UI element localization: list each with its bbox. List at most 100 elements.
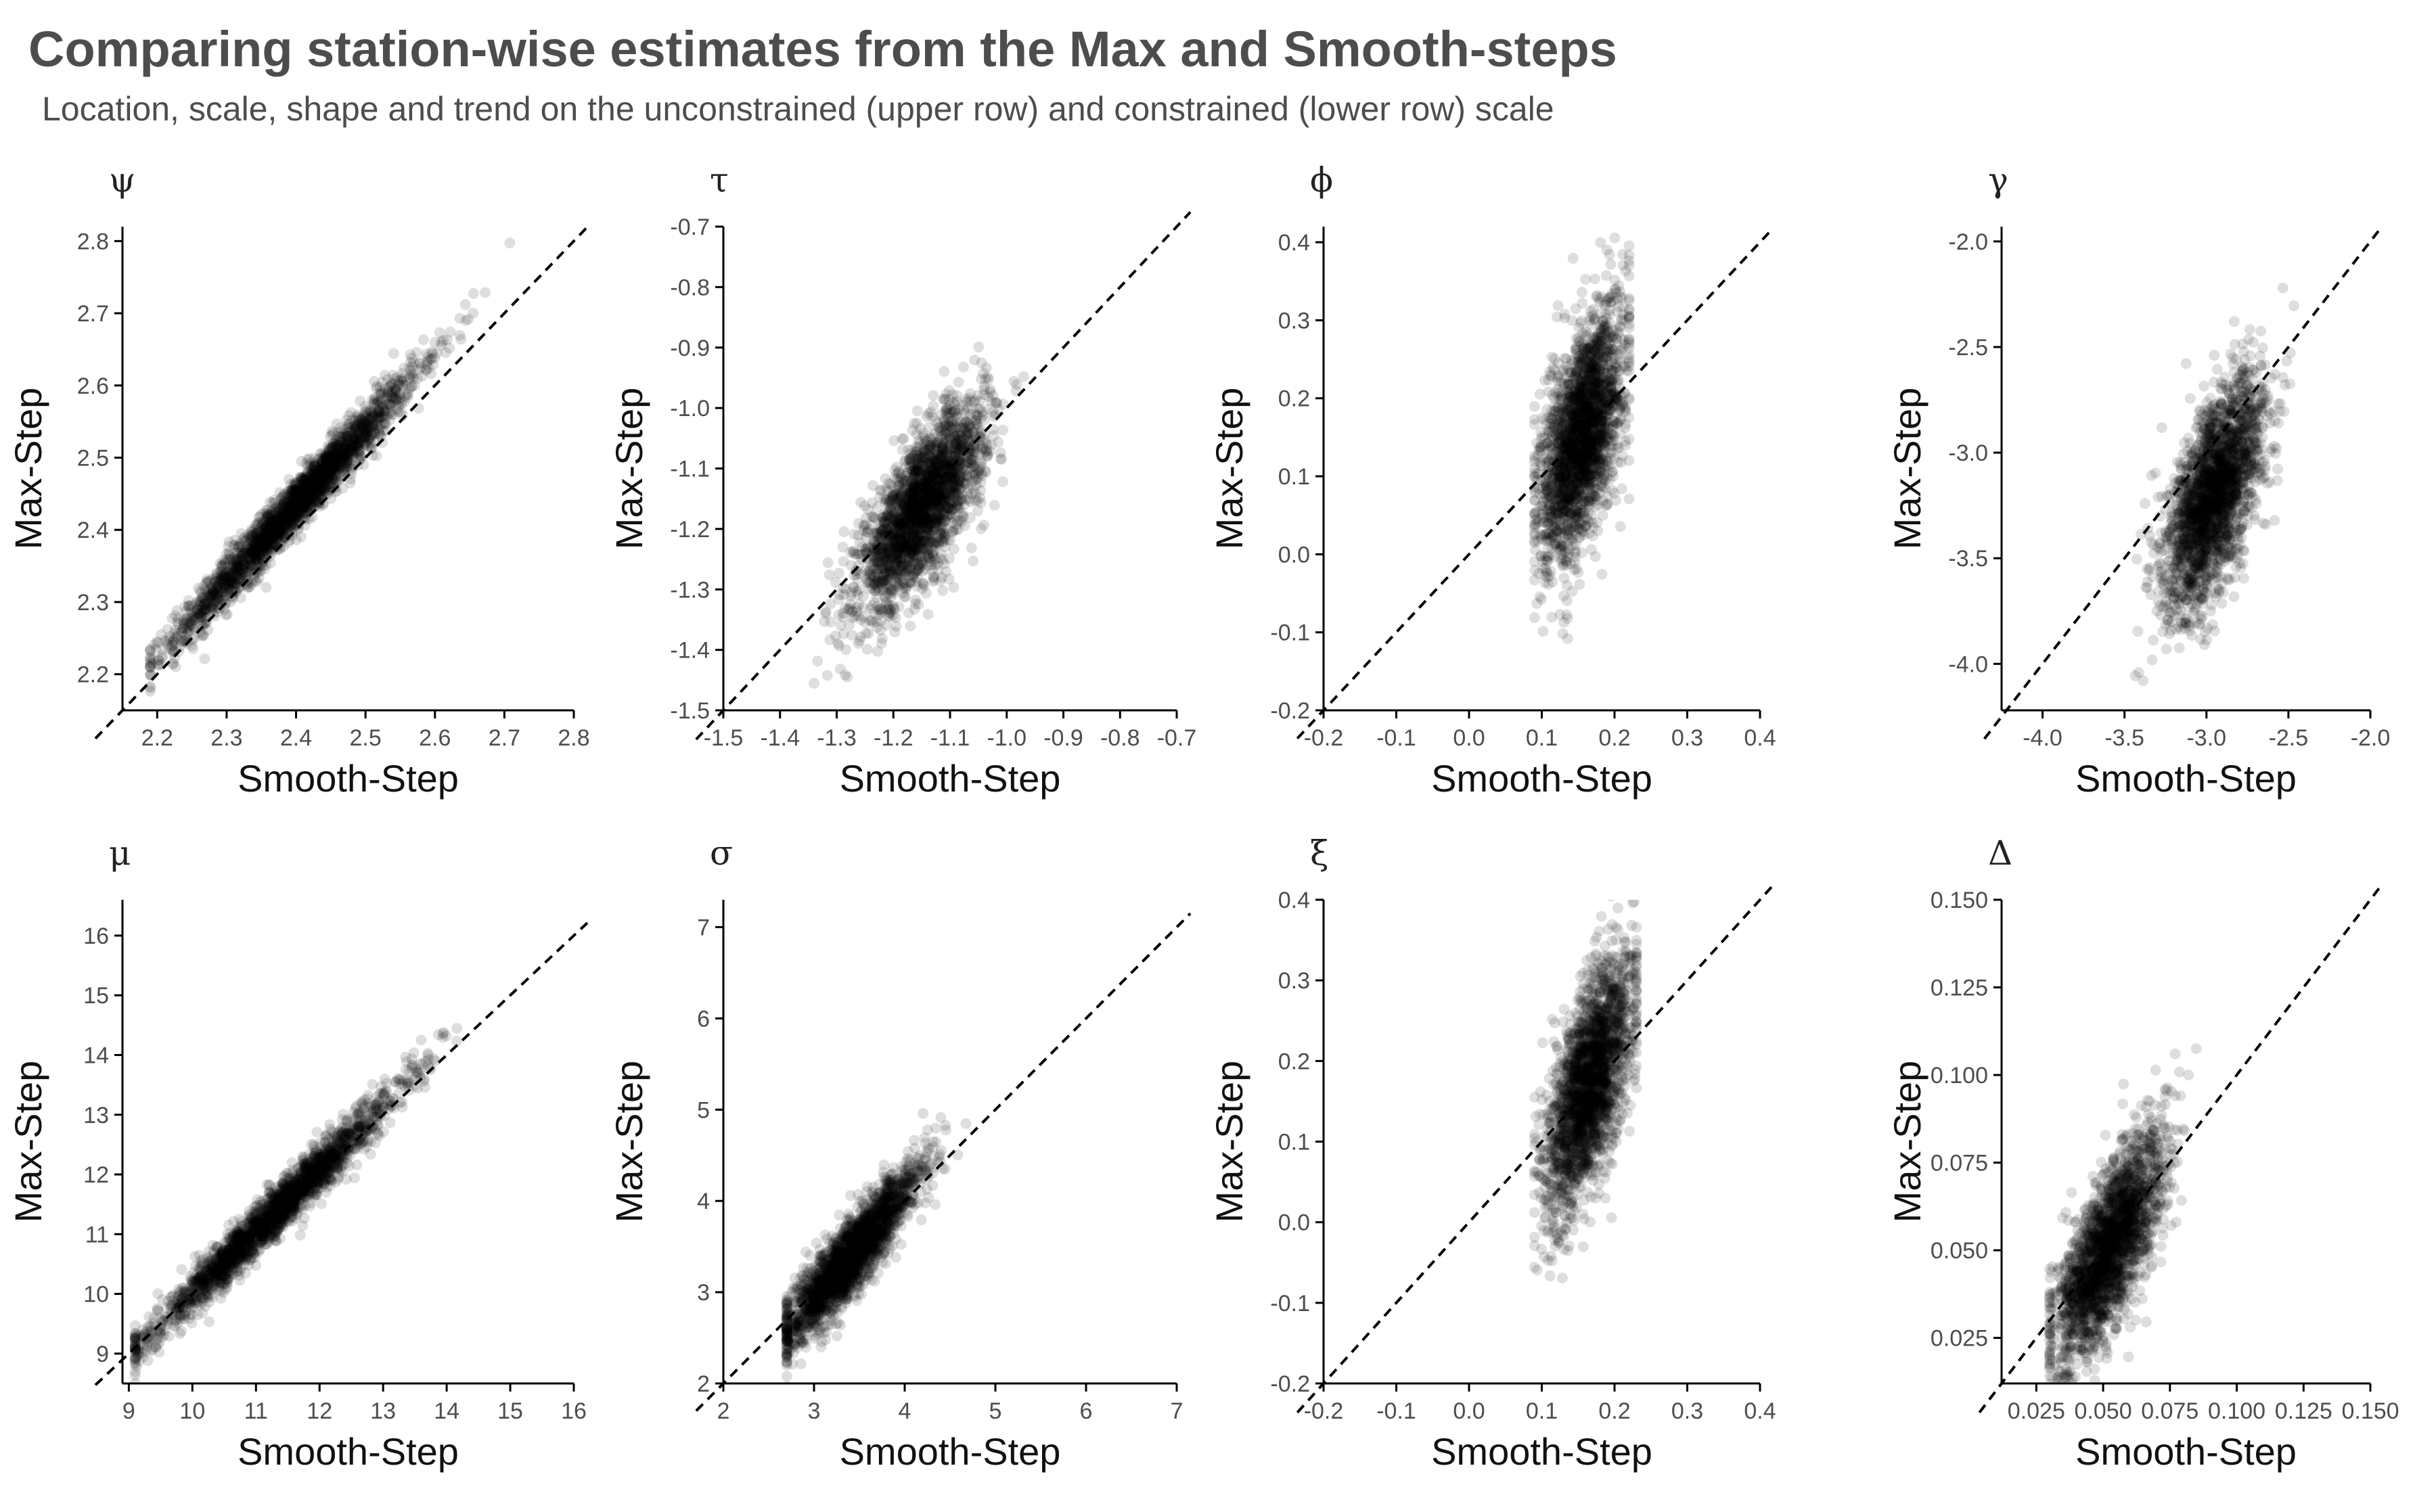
data-point	[244, 549, 256, 561]
data-point	[262, 507, 273, 519]
data-point	[342, 455, 353, 467]
data-point	[254, 536, 266, 548]
data-point	[223, 581, 234, 593]
data-point	[898, 433, 909, 444]
data-point	[292, 487, 303, 499]
data-point	[183, 616, 195, 628]
data-point	[300, 491, 312, 503]
data-point	[821, 670, 833, 681]
data-point	[212, 580, 224, 592]
data-point	[394, 388, 406, 400]
data-point	[242, 529, 254, 541]
data-point	[323, 451, 334, 463]
data-point	[263, 533, 275, 545]
data-point	[319, 472, 330, 483]
data-point	[263, 534, 275, 545]
data-point	[855, 568, 866, 580]
data-point	[201, 586, 212, 597]
data-point	[292, 490, 303, 502]
data-point	[928, 390, 939, 401]
data-point	[320, 473, 332, 484]
data-point	[252, 519, 263, 530]
data-point	[344, 451, 356, 463]
data-point	[248, 536, 259, 547]
data-point	[216, 574, 227, 586]
data-point	[385, 398, 397, 410]
data-point	[239, 553, 250, 564]
data-point	[348, 437, 359, 449]
data-point	[227, 562, 238, 574]
data-point	[182, 626, 193, 637]
data-point	[182, 627, 194, 639]
data-point	[281, 509, 292, 521]
data-point	[208, 608, 219, 620]
data-point	[242, 543, 252, 554]
reference-line	[695, 211, 1192, 741]
data-point	[273, 531, 284, 543]
data-point	[288, 522, 299, 533]
data-point	[330, 463, 342, 475]
data-point	[300, 474, 311, 485]
data-point	[279, 520, 291, 532]
data-point	[365, 407, 377, 419]
data-point	[282, 511, 294, 522]
data-point	[240, 559, 252, 570]
data-point	[365, 405, 376, 417]
data-point	[294, 484, 306, 496]
data-point	[296, 475, 308, 486]
data-point	[279, 508, 291, 520]
data-point	[303, 488, 315, 499]
data-point	[215, 582, 226, 593]
data-point	[272, 528, 284, 539]
data-point	[259, 537, 271, 549]
data-point	[280, 511, 292, 522]
data-point	[317, 463, 328, 475]
data-point	[301, 471, 313, 482]
data-point	[315, 462, 327, 474]
data-point	[390, 384, 402, 395]
data-point	[278, 518, 289, 529]
data-point	[852, 589, 863, 601]
data-point	[326, 426, 338, 437]
data-point	[302, 497, 313, 508]
data-point	[288, 504, 299, 516]
data-point	[435, 340, 447, 351]
data-point	[210, 596, 221, 608]
data-point	[397, 380, 408, 392]
data-point	[262, 520, 273, 532]
data-point	[207, 591, 219, 602]
data-point	[265, 529, 276, 541]
data-point	[159, 635, 171, 646]
data-point	[279, 512, 290, 524]
data-point	[206, 587, 217, 599]
data-point	[330, 457, 341, 468]
panel-title: ϕ	[1310, 160, 1333, 200]
data-point	[235, 592, 246, 603]
data-point	[276, 532, 288, 544]
data-point	[328, 463, 340, 475]
data-point	[309, 462, 320, 474]
data-point	[275, 512, 286, 524]
data-point	[965, 458, 976, 469]
data-point	[209, 577, 220, 589]
data-point	[294, 482, 305, 493]
data-point	[212, 580, 223, 591]
data-point	[246, 541, 258, 552]
data-point	[207, 585, 219, 597]
data-point	[341, 430, 353, 442]
data-point	[302, 460, 313, 472]
data-point	[197, 600, 208, 612]
data-point	[245, 542, 256, 553]
data-point	[345, 439, 357, 451]
data-point	[277, 501, 289, 513]
data-point	[307, 492, 317, 504]
data-point	[286, 502, 298, 513]
data-point	[263, 542, 275, 553]
data-point	[246, 547, 258, 558]
data-point	[294, 492, 305, 504]
data-point	[225, 568, 236, 579]
data-point	[349, 415, 361, 426]
data-point	[329, 456, 340, 467]
data-point	[313, 472, 324, 483]
data-point	[288, 507, 298, 518]
